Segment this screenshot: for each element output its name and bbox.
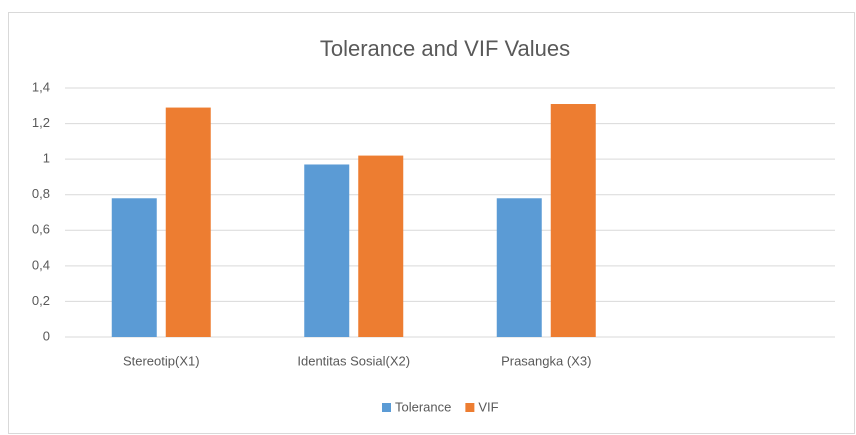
- legend-label: Tolerance: [395, 399, 451, 414]
- y-tick-label: 0,2: [32, 293, 50, 308]
- y-tick-label: 0,4: [32, 257, 50, 272]
- legend-swatch: [465, 403, 475, 412]
- bar: [111, 198, 157, 337]
- chart-title: Tolerance and VIF Values: [320, 36, 570, 61]
- y-tick-label: 0: [43, 328, 50, 343]
- bar: [165, 107, 211, 337]
- bar: [358, 155, 404, 337]
- y-tick-label: 1,4: [32, 79, 50, 94]
- y-tick-label: 0,8: [32, 186, 50, 201]
- bar: [496, 198, 542, 337]
- x-tick-label: Stereotip(X1): [123, 353, 200, 368]
- legend-label: VIF: [478, 399, 498, 414]
- y-tick-label: 1: [43, 151, 50, 166]
- bar: [304, 164, 350, 337]
- legend-swatch: [382, 403, 391, 412]
- y-tick-label: 1,2: [32, 115, 50, 130]
- x-tick-label: Prasangka (X3): [501, 353, 591, 368]
- bar: [550, 104, 596, 337]
- y-tick-label: 0,6: [32, 222, 50, 237]
- x-tick-label: Identitas Sosial(X2): [297, 353, 410, 368]
